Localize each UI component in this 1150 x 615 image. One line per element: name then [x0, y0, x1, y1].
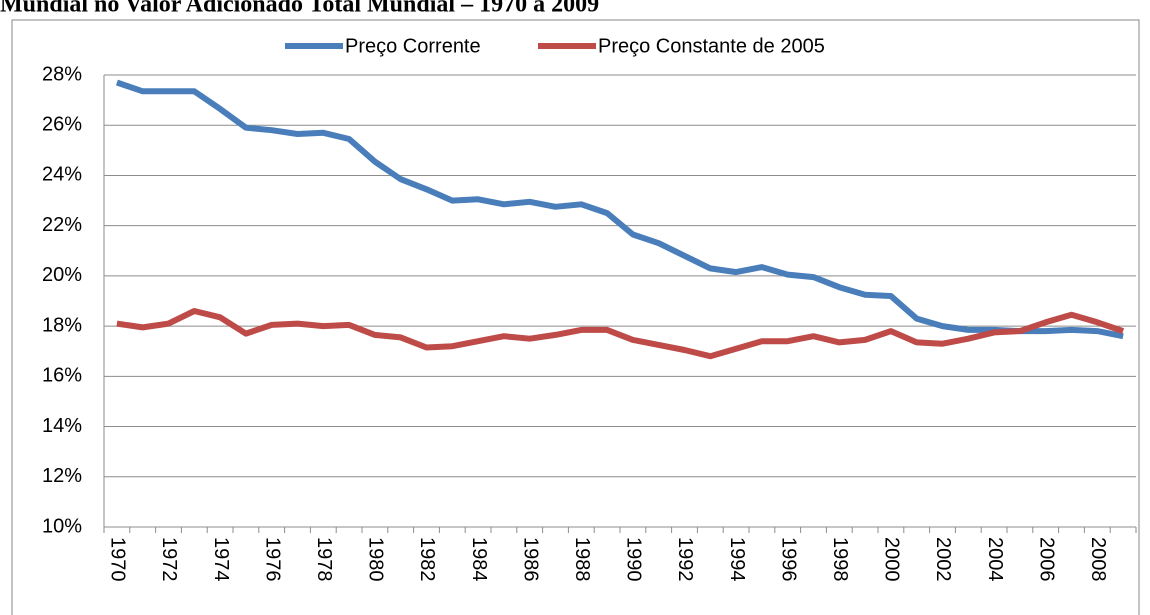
y-tick-label: 18% — [42, 314, 82, 336]
x-tick-label: 2000 — [881, 537, 903, 582]
y-tick-label: 12% — [42, 465, 82, 487]
x-tick-label: 1976 — [261, 537, 283, 582]
x-tick-label: 1988 — [571, 537, 593, 582]
x-tick-label: 2004 — [984, 537, 1006, 582]
x-tick-label: 2008 — [1087, 537, 1109, 582]
y-tick-label: 16% — [42, 365, 82, 387]
x-tick-label: 1982 — [416, 537, 438, 582]
x-tick-label: 1984 — [468, 537, 490, 582]
y-tick-label: 20% — [42, 264, 82, 286]
x-tick-label: 1970 — [107, 537, 129, 582]
x-tick-label: 1990 — [623, 537, 645, 582]
x-tick-label: 1972 — [158, 537, 180, 582]
x-tick-label: 1992 — [674, 537, 696, 582]
legend-label: Preço Corrente — [345, 35, 481, 57]
line-series — [116, 308, 1125, 360]
y-tick-label: 14% — [42, 415, 82, 437]
x-tick-label: 1978 — [313, 537, 335, 582]
x-tick-label: 1994 — [726, 537, 748, 582]
x-tick-label: 2002 — [932, 537, 954, 582]
x-tick-label: 2006 — [1035, 537, 1057, 582]
y-tick-label: 10% — [42, 515, 82, 537]
y-tick-label: 26% — [42, 114, 82, 136]
x-tick-label: 1980 — [365, 537, 387, 582]
x-tick-label: 1986 — [519, 537, 541, 582]
y-tick-label: 28% — [42, 63, 82, 85]
x-tick-label: 1996 — [777, 537, 799, 582]
chart-border — [11, 19, 1140, 615]
x-tick-label: 1974 — [210, 537, 232, 582]
x-tick-label: 1998 — [829, 537, 851, 582]
y-tick-label: 24% — [42, 164, 82, 186]
legend-label: Preço Constante de 2005 — [598, 35, 825, 57]
chart-title: Mundial no Valor Adicionado Total Mundia… — [0, 0, 599, 18]
line-series — [115, 79, 1124, 340]
y-tick-label: 22% — [42, 214, 82, 236]
